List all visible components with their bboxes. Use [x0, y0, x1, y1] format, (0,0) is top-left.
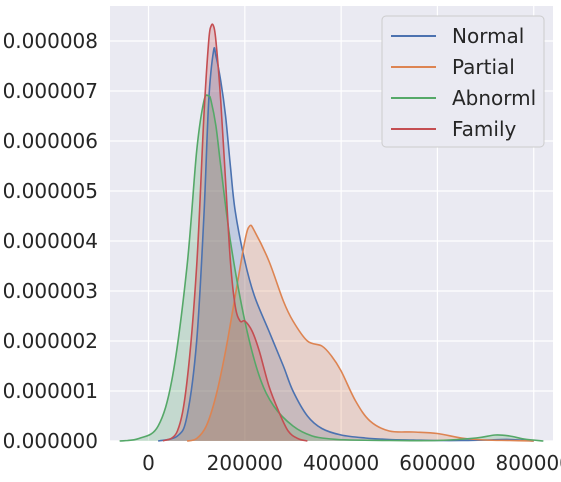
series-fill-partial	[187, 225, 534, 441]
y-tick-labels: 0.000000 0.000001 0.000002 0.000003 0.000004…	[3, 29, 98, 453]
y-tick-label: 0.000005	[3, 179, 98, 203]
legend[interactable]: Normal Partial Abnorml Family	[381, 15, 545, 148]
legend-label-partial: Partial	[452, 55, 515, 79]
y-tick-label: 0.000000	[3, 429, 98, 453]
series-line-family	[162, 23, 308, 442]
x-tick-label: 400000	[303, 451, 379, 475]
y-tick-label: 0.000007	[3, 79, 98, 103]
y-tick-label: 0.000006	[3, 129, 98, 153]
y-tick-label: 0.000008	[3, 29, 98, 53]
y-tick-label: 0.000001	[3, 379, 98, 403]
series-fill-normal	[158, 47, 534, 442]
x-tick-label: 600000	[399, 451, 475, 475]
legend-label-family: Family	[452, 117, 517, 141]
legend-label-abnorml: Abnorml	[452, 86, 536, 110]
y-tick-label: 0.000003	[3, 279, 98, 303]
x-tick-label: 0	[142, 451, 155, 475]
series-line-partial	[186, 224, 534, 442]
legend-label-normal: Normal	[452, 24, 524, 48]
series-layer	[119, 23, 544, 442]
series-fill-family	[162, 24, 308, 441]
y-tick-label: 0.000004	[3, 229, 98, 253]
x-tick-label: 200000	[207, 451, 283, 475]
legend-box	[381, 15, 545, 148]
y-tick-label: 0.000002	[3, 329, 98, 353]
